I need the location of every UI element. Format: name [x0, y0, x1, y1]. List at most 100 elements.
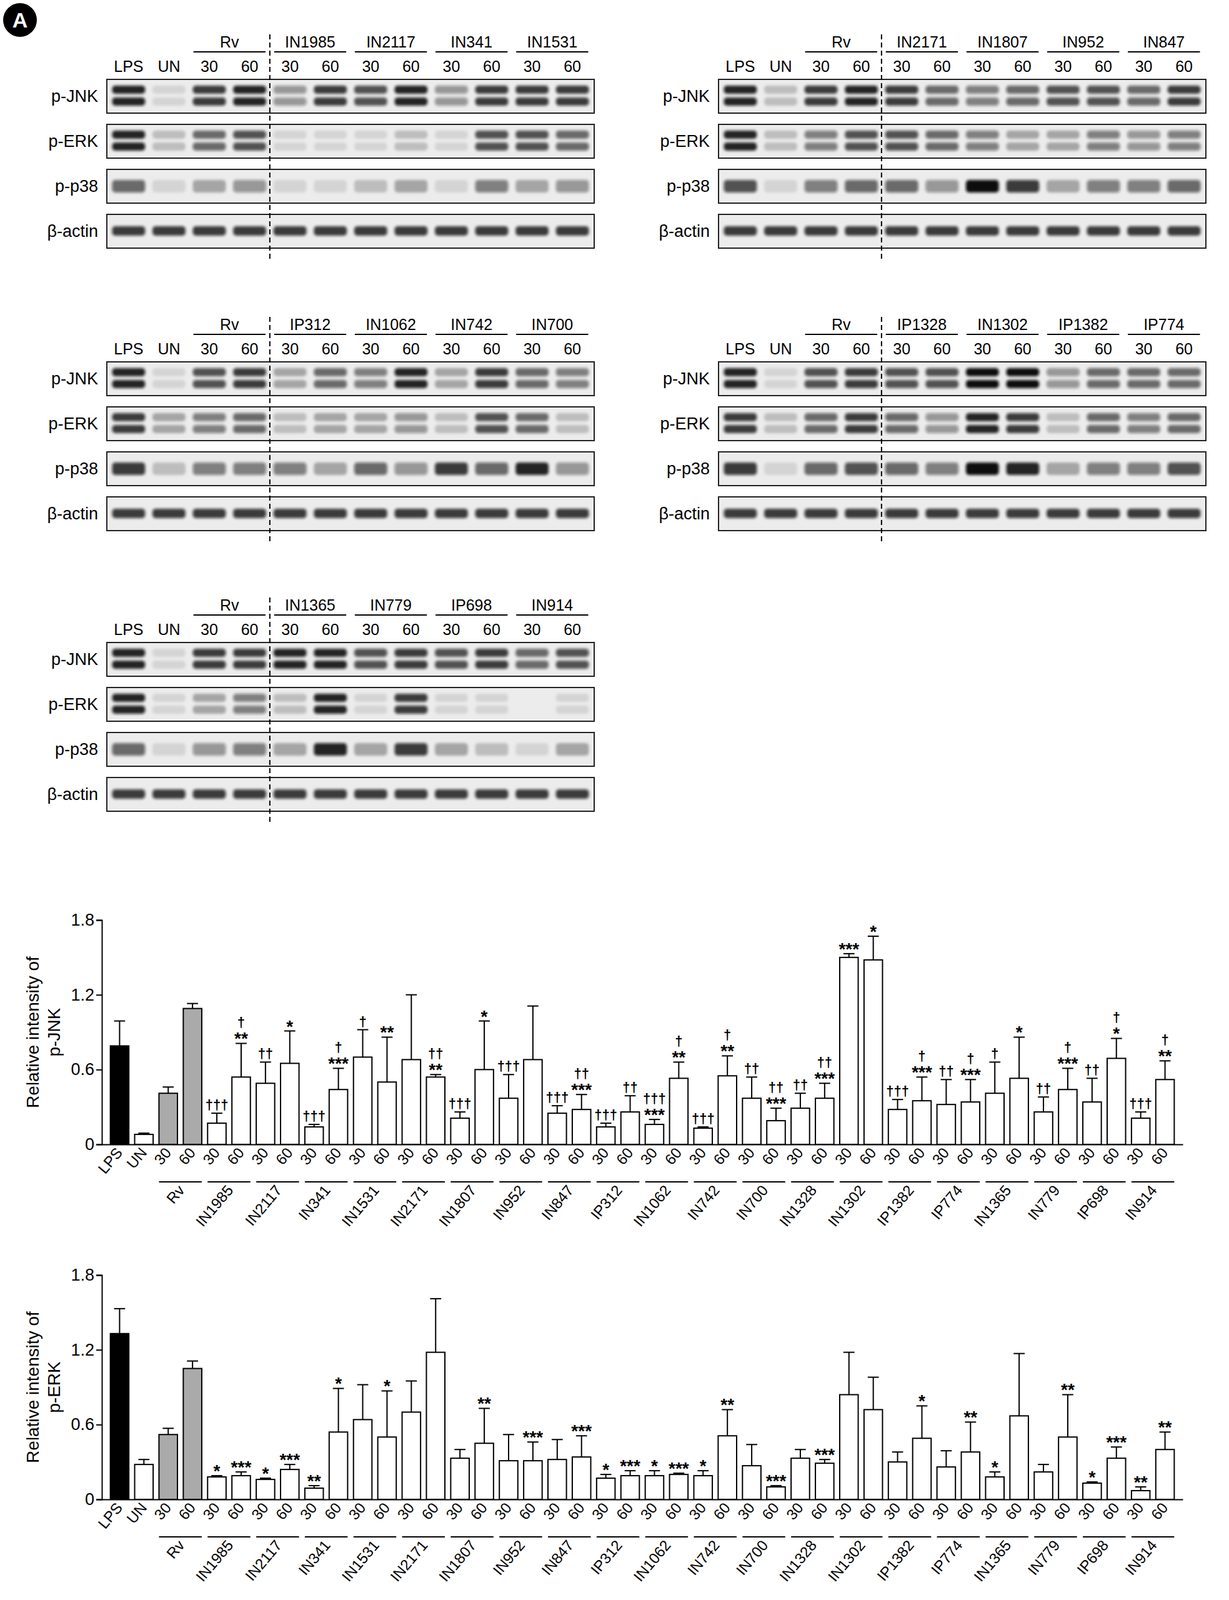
bar	[329, 1089, 349, 1145]
band	[515, 462, 549, 475]
band	[764, 130, 798, 139]
bar	[158, 1433, 178, 1499]
band	[193, 412, 227, 422]
band	[556, 789, 590, 799]
figure: ALPSUN30603060306030603060RvIN1985IN2117…	[0, 0, 1229, 1600]
error-bar	[892, 1099, 904, 1110]
row-label: p-JNK	[51, 369, 99, 389]
band	[152, 130, 186, 139]
group-label: IN341	[450, 33, 493, 51]
error-bar	[186, 1360, 199, 1369]
error-cap	[454, 1110, 466, 1113]
band	[233, 412, 267, 422]
y-tick-mark	[96, 1069, 102, 1071]
x-tick-label: 30	[199, 1498, 224, 1523]
band	[152, 660, 186, 669]
error-cap	[114, 1020, 126, 1022]
band	[354, 179, 388, 193]
group-label: IN847	[1142, 33, 1185, 51]
band	[111, 508, 145, 518]
band	[1127, 368, 1161, 377]
x-tick-label: 60	[515, 1144, 540, 1168]
band	[885, 424, 919, 433]
band	[394, 85, 428, 94]
x-tick-label: 60	[466, 1498, 491, 1523]
band	[193, 693, 227, 702]
group-line	[158, 1535, 202, 1538]
error-bar	[989, 1061, 1001, 1093]
x-tick-label: 60	[1099, 1498, 1123, 1523]
band	[515, 508, 549, 518]
band	[1046, 85, 1080, 94]
error-bar	[1013, 1353, 1025, 1416]
group-label: Rv	[219, 596, 240, 614]
bar	[815, 1097, 835, 1145]
x-tick-label: 30	[248, 1144, 272, 1168]
band	[111, 660, 145, 669]
x-tick-label: 30	[345, 1144, 370, 1168]
group-line	[885, 333, 958, 335]
band	[844, 379, 878, 389]
x-tick: LPS	[94, 1144, 126, 1177]
group-line	[353, 1180, 397, 1183]
x-tick-label: LPS	[94, 1144, 126, 1177]
band	[885, 85, 919, 94]
divider	[269, 597, 271, 823]
x-tick: 60	[709, 1498, 734, 1523]
error-bar	[186, 1003, 199, 1009]
group-label: Rv	[163, 1181, 189, 1207]
band	[515, 412, 549, 422]
row-label: p-p38	[666, 459, 710, 478]
band	[1046, 508, 1080, 518]
x-tick-label: 30	[588, 1498, 613, 1523]
band	[844, 462, 878, 475]
x-tick: 30	[1123, 1498, 1148, 1523]
band	[233, 648, 267, 657]
y-tick-label: 1.2	[70, 985, 95, 1005]
x-tick-label: 30	[880, 1498, 905, 1523]
band	[111, 412, 145, 422]
band	[965, 412, 1000, 422]
x-tick-label: 30	[588, 1144, 613, 1168]
lane-label: UN	[157, 620, 180, 638]
error-cap	[527, 1005, 539, 1007]
error-stem	[629, 1095, 632, 1112]
bar	[280, 1468, 300, 1499]
band	[434, 379, 468, 389]
significance-dagger: †	[723, 1026, 732, 1043]
band	[1005, 462, 1040, 475]
x-tick: 60	[1147, 1498, 1172, 1523]
band	[152, 379, 186, 389]
significance-star: *	[699, 1455, 707, 1476]
x-tick-label: 30	[977, 1144, 1001, 1168]
significance-dagger: †	[966, 1050, 975, 1066]
x-tick-label: 30	[442, 1144, 467, 1168]
x-tick-label: 60	[1147, 1144, 1172, 1168]
band	[313, 379, 347, 389]
band	[313, 368, 347, 377]
band	[804, 97, 838, 106]
group-line	[547, 1180, 591, 1183]
significance-dagger: †	[358, 1013, 367, 1030]
band	[764, 97, 798, 106]
band	[1005, 226, 1040, 236]
band	[354, 660, 388, 669]
band	[764, 462, 798, 475]
error-bar	[405, 994, 417, 1060]
band	[434, 462, 468, 475]
x-tick: 30	[636, 1498, 661, 1523]
lane-label: 30	[442, 339, 461, 358]
x-tick: 60	[952, 1498, 977, 1523]
x-tick-label: 30	[636, 1498, 661, 1523]
y-axis: 00.61.21.8	[70, 910, 102, 1154]
x-tick-label: 60	[1099, 1144, 1123, 1168]
y-tick: 1.2	[70, 1340, 102, 1359]
bar	[839, 957, 859, 1145]
band	[1046, 226, 1080, 236]
band	[233, 97, 267, 106]
group-label: IP312	[587, 1181, 626, 1223]
band	[556, 508, 590, 518]
significance-star: **	[671, 1047, 686, 1067]
y-axis-title: p-ERK	[44, 1360, 64, 1413]
group-label: IP774	[1143, 315, 1185, 334]
